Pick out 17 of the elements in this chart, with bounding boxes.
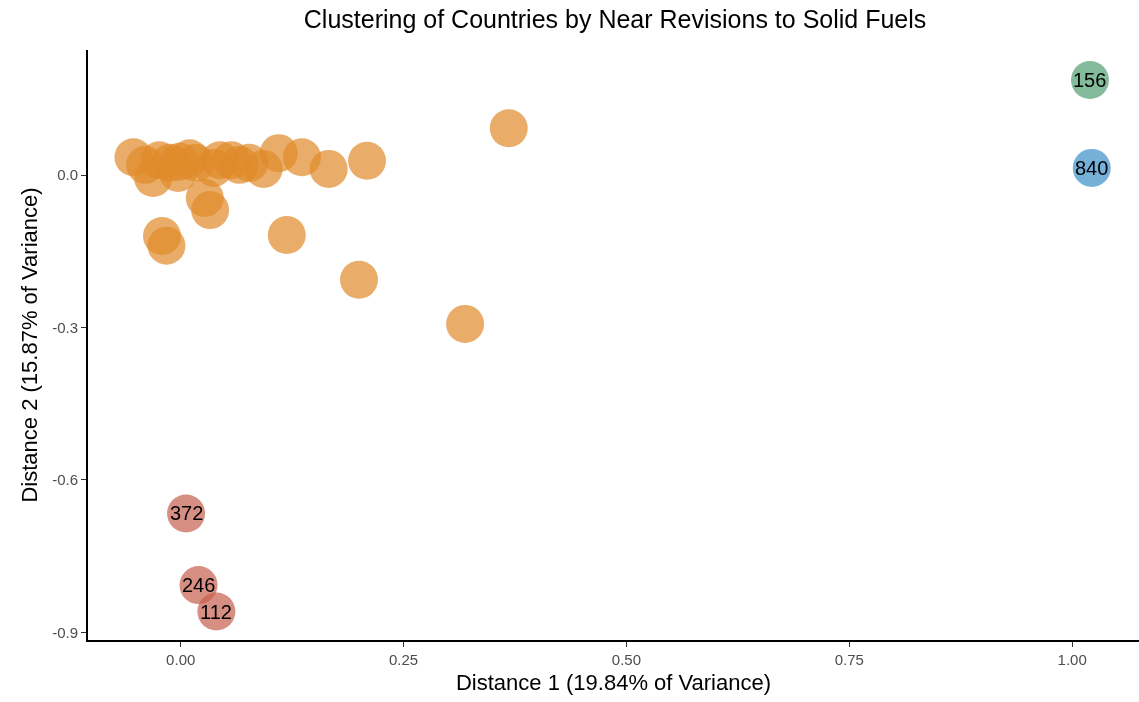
annotation: 112 xyxy=(200,601,232,623)
x-tick-label: 0.75 xyxy=(834,651,864,668)
annotation: 372 xyxy=(170,502,204,524)
x-axis-title: Distance 1 (19.84% of Variance) xyxy=(455,670,772,696)
x-tick-label: 1.00 xyxy=(1057,651,1087,668)
y-axis-title: Distance 2 (15.87% of Variance) xyxy=(17,187,43,503)
y-tick-label: 0.0 xyxy=(57,166,78,184)
x-tick-label: 0.25 xyxy=(388,651,419,668)
x-tick-label: 0.00 xyxy=(166,651,196,668)
y-tick-label: -0.9 xyxy=(52,623,78,641)
annotation: 840 xyxy=(1075,157,1109,179)
y-tick-label: -0.3 xyxy=(52,318,78,336)
y-tick-label: -0.6 xyxy=(52,471,78,489)
x-tick-label: 0.50 xyxy=(611,651,642,668)
chart-title: Clustering of Countries by Near Revisions to Solid Fuels xyxy=(303,5,927,34)
annotation: 246 xyxy=(182,574,216,596)
annotation: 156 xyxy=(1073,69,1107,91)
